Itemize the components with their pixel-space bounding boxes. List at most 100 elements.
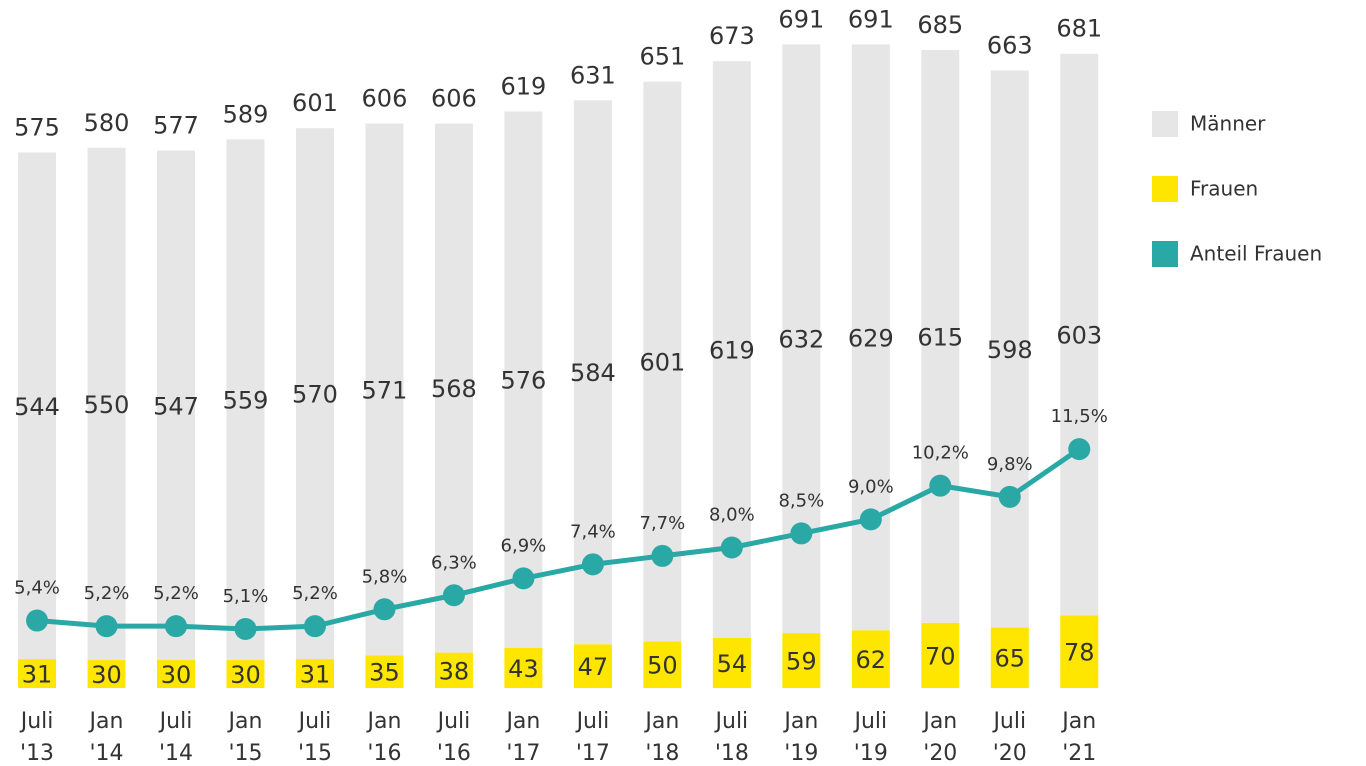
x-tick-label: Juli [714,709,749,734]
line-point [165,615,188,638]
x-tick-label: '19 [854,741,888,766]
x-tick-label: '21 [1062,741,1096,766]
legend-label: Frauen [1190,177,1258,201]
x-tick-label: Jan [227,709,263,734]
x-tick-label: Jan [365,709,401,734]
bar-segment [295,659,334,688]
data-label: 8,5% [778,490,824,511]
line-point [373,598,396,621]
data-label: 615 [917,323,963,351]
line-point [859,508,882,531]
x-tick-label: '16 [367,741,401,766]
bar-segment [1060,615,1099,688]
data-label: 47 [578,653,609,681]
data-label: 50 [647,652,678,680]
x-tick-label: '16 [437,741,471,766]
data-label: 544 [14,393,60,421]
x-tick-label: '18 [645,741,679,766]
x-tick-label: Juli [158,709,193,734]
bar-segment [990,627,1029,688]
data-label: 8,0% [709,504,755,525]
x-tick-label: Juli [19,709,54,734]
total-label: 685 [917,11,963,39]
line-point [998,485,1021,508]
total-label: 606 [362,85,408,113]
data-label: 598 [987,336,1033,364]
bar-segment [365,123,404,656]
total-label: 577 [153,112,199,140]
line-point [26,609,49,632]
legend-label: Anteil Frauen [1190,242,1322,266]
data-label: 619 [709,336,755,364]
legend-swatch [1152,241,1178,267]
data-label: 30 [161,661,192,689]
line-point [929,474,952,497]
bar-segment [434,123,473,653]
bar-segment [434,652,473,688]
bar-segment [157,150,196,661]
total-label: 691 [848,5,894,33]
bar-segment [990,70,1029,628]
data-label: 54 [717,650,748,678]
bar-segment [504,111,543,648]
data-label: 30 [91,661,122,689]
x-tick-label: '17 [506,741,540,766]
x-tick-label: Jan [504,709,540,734]
data-label: 9,0% [848,476,894,497]
data-label: 603 [1056,322,1102,350]
data-label: 568 [431,375,477,403]
data-label: 5,1% [223,586,269,607]
x-tick-label: Jan [88,709,124,734]
total-label: 606 [431,85,477,113]
data-label: 5,8% [362,566,408,587]
bar-segment [851,630,890,688]
data-label: 62 [856,646,887,674]
data-label: 31 [300,661,331,689]
data-label: 571 [362,376,408,404]
bar-segment [87,660,126,688]
data-label: 65 [995,645,1026,673]
line-point [790,522,813,545]
total-label: 589 [223,100,269,128]
legend-swatch [1152,111,1178,137]
bar-segment [87,147,126,661]
data-label: 10,2% [912,443,969,464]
data-label: 5,2% [292,583,338,604]
bar-segment [18,152,57,660]
x-tick-label: Juli [991,709,1026,734]
data-label: 6,3% [431,552,477,573]
x-tick-label: Juli [297,709,332,734]
data-label: 7,4% [570,521,616,542]
x-tick-label: Jan [643,709,679,734]
line-point [234,617,257,640]
bar-segment [365,655,404,688]
bar-segment [573,644,612,688]
x-tick-label: '18 [715,741,749,766]
bar-segment [295,128,334,660]
x-tick-label: Jan [921,709,957,734]
total-label: 651 [639,43,685,71]
data-label: 559 [223,387,269,415]
x-tick-label: '14 [89,741,123,766]
data-label: 5,4% [14,578,60,599]
data-label: 6,9% [501,535,547,556]
total-label: 691 [778,5,824,33]
data-label: 43 [508,655,539,683]
x-tick-label: '17 [576,741,610,766]
line-point [581,553,604,576]
bar-segment [782,633,821,688]
data-label: 584 [570,359,616,387]
data-label: 629 [848,324,894,352]
data-label: 5,2% [153,583,199,604]
data-label: 59 [786,648,817,676]
bar-segment [226,660,265,688]
bar-segment [18,659,57,688]
x-tick-label: Jan [782,709,818,734]
data-label: 70 [925,642,956,670]
line-point [720,536,743,559]
bar-segment [504,647,543,688]
line-point [512,567,535,590]
x-tick-label: '20 [923,741,957,766]
bar-segment [851,44,890,631]
total-label: 631 [570,61,616,89]
